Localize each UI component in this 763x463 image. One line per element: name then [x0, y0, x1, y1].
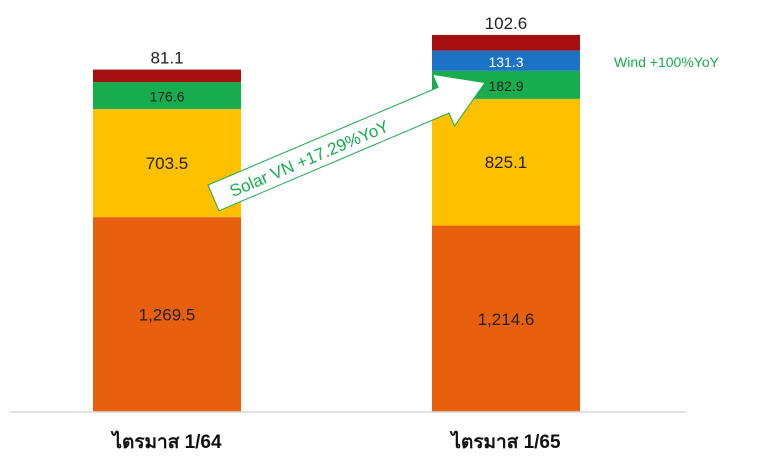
data-label: 176.6 [149, 89, 184, 105]
data-label: 1,214.6 [478, 310, 535, 329]
category-label: ไตรมาส 1/64 [110, 430, 222, 453]
data-label: 81.1 [150, 49, 183, 68]
bar-segment-1-5 [93, 69, 241, 83]
data-label: 703.5 [146, 154, 189, 173]
arrow-shape [207, 73, 486, 212]
bar-segment-2-4 [432, 50, 580, 71]
bar-segment-1-1 [93, 217, 241, 412]
data-label: 825.1 [485, 153, 528, 172]
data-labels-layer: 1,269.5 703.5 176.6 81.1 1,214.6 825.1 182.9 13… [139, 14, 535, 329]
category-labels: ไตรมาส 1/64 ไตรมาส 1/65 [110, 430, 561, 453]
data-label: 102.6 [485, 14, 528, 33]
bar-segment-2-5 [432, 34, 580, 51]
wind-growth-label: Wind +100%YoY [614, 54, 720, 70]
category-label: ไตรมาส 1/65 [449, 430, 561, 453]
data-label: 1,269.5 [139, 306, 196, 325]
solar-growth-label: Solar VN +17.29%YoY [227, 117, 392, 201]
data-label: 182.9 [488, 78, 523, 94]
bar-segment-1-3 [93, 82, 241, 110]
data-label: 131.3 [488, 54, 523, 70]
bar-segment-2-1 [432, 225, 580, 412]
